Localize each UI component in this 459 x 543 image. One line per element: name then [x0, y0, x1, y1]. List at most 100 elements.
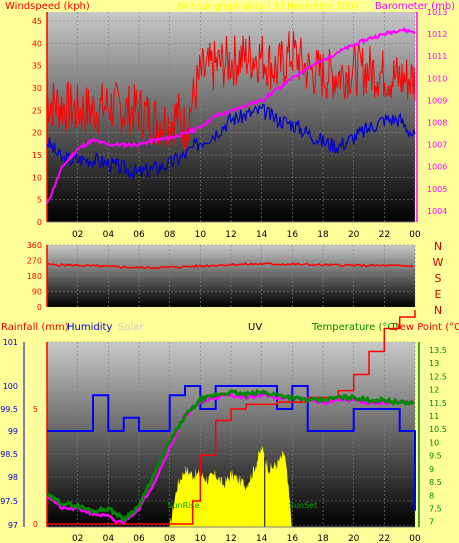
temp-y-tick-label: 9	[429, 465, 434, 474]
direction-y-tick-label: 90	[32, 288, 42, 297]
wind-x-tick-label: 04	[103, 230, 115, 240]
temp-x-tick-label: 10	[195, 534, 207, 543]
wind-y-tick-label: 15	[32, 151, 42, 160]
wind-x-tick-label: 08	[164, 230, 176, 240]
temp-x-tick-label: 08	[164, 534, 176, 543]
compass-label: S	[435, 272, 442, 285]
barometer-y-tick-label: 1009	[427, 96, 447, 105]
barometer-axis-title: Barometer (mb)	[375, 1, 455, 12]
temp-y-tick-label: 13.5	[429, 346, 447, 355]
wind-x-tick-label: 14	[256, 230, 268, 240]
temp-x-tick-label: 14	[256, 534, 268, 543]
legend-uv: UV	[248, 322, 262, 333]
temp-y-tick-label: 11	[429, 412, 439, 421]
wind-x-tick-label: 16	[287, 230, 299, 240]
rainfall-series-line	[47, 310, 416, 525]
sunrise-annotation: SunRise	[167, 501, 199, 510]
wind-x-tick-label: 02	[72, 230, 83, 240]
temp-y-tick-label: 13	[429, 359, 439, 368]
humidity-y-tick-label: 98	[8, 473, 18, 482]
wind-y-tick-label: 45	[32, 17, 42, 26]
legend-temperature: Temperature (°C)	[311, 322, 398, 333]
temp-y-tick-label: 9.5	[429, 452, 442, 461]
temp-y-tick-label: 10.5	[429, 425, 447, 434]
temp-y-tick-label: 7.5	[429, 505, 442, 514]
temp-x-tick-label: 16	[287, 534, 299, 543]
direction-y-tick-label: 360	[27, 241, 42, 250]
temp-x-tick-label: 22	[379, 534, 390, 543]
wind-x-tick-label: 10	[195, 230, 207, 240]
direction-y-tick-label: 180	[27, 272, 42, 281]
wind-y-tick-label: 5	[37, 196, 42, 205]
temp-y-tick-label: 8	[429, 491, 434, 500]
compass-label: N	[434, 240, 442, 253]
wind-x-tick-label: 12	[225, 230, 236, 240]
temp-y-tick-label: 11.5	[429, 399, 447, 408]
legend-solar: Solar	[118, 322, 144, 333]
humidity-y-tick-label: 100	[3, 382, 18, 391]
direction-y-tick-label: 0	[37, 303, 42, 312]
temp-y-tick-label: 7	[429, 518, 434, 527]
solar-area	[169, 445, 293, 527]
rain-y-tick-label: 0	[33, 520, 38, 529]
wind-x-tick-label: 06	[133, 230, 145, 240]
temp-x-tick-label: 18	[317, 534, 329, 543]
rain-y-tick-label: 5	[33, 405, 38, 414]
humidity-y-tick-label: 101	[3, 338, 18, 347]
temp-x-tick-label: 02	[72, 534, 83, 543]
direction-series-line	[46, 262, 414, 270]
temp-x-tick-label: 12	[225, 534, 236, 543]
humidity-y-tick-label: 99	[8, 427, 18, 436]
wind-axis-title: Windspeed (kph)	[5, 1, 90, 12]
chart-title: 24 hour graph data - 30 November 2007	[176, 2, 359, 12]
average-series-line	[46, 103, 416, 179]
barometer-y-tick-label: 1004	[427, 207, 447, 216]
humidity-series-line	[47, 385, 416, 511]
legend-rainfall: Rainfall (mm)	[1, 322, 69, 333]
barometer-y-tick-label: 1007	[427, 141, 447, 150]
barometer-y-tick-label: 1005	[427, 185, 447, 194]
wind-x-tick-label: 18	[317, 230, 329, 240]
humidity-y-tick-label: 98.5	[0, 450, 18, 459]
humidity-y-tick-label: 97.5	[0, 497, 18, 506]
barometer-y-tick-label: 1013	[427, 8, 447, 17]
direction-y-tick-label: 270	[27, 257, 42, 266]
barometer-y-tick-label: 1006	[427, 163, 447, 172]
barometer-y-tick-label: 1012	[427, 30, 447, 39]
barometer-y-tick-label: 1010	[427, 74, 447, 83]
legend-humidity: Humidity	[67, 322, 112, 333]
sunset-annotation: SunSet	[289, 501, 317, 510]
pressure-series-line	[46, 26, 416, 205]
wind-y-tick-label: 35	[32, 62, 42, 71]
compass-label: W	[433, 256, 444, 269]
compass-label: N	[434, 304, 442, 317]
barometer-y-tick-label: 1008	[427, 119, 447, 128]
temp-x-tick-label: 04	[103, 534, 115, 543]
temp-x-tick-label: 00	[409, 534, 421, 543]
gust-series-line	[46, 31, 416, 151]
temp-x-tick-label: 20	[348, 534, 360, 543]
temp-y-tick-label: 10	[429, 438, 439, 447]
dewpoint-series-line	[45, 388, 415, 523]
wind-y-tick-label: 25	[32, 106, 42, 115]
wind-y-tick-label: 0	[37, 218, 42, 227]
temperature-series-line	[46, 391, 415, 525]
compass-label: E	[435, 288, 442, 301]
temp-y-tick-label: 12	[429, 386, 439, 395]
wind-y-tick-label: 40	[32, 39, 42, 48]
wind-x-tick-label: 20	[348, 230, 360, 240]
wind-y-tick-label: 30	[32, 84, 42, 93]
wind-y-tick-label: 20	[32, 129, 42, 138]
legend-dewpoint: Dew Point (°C)	[392, 322, 459, 333]
humidity-y-tick-label: 99.5	[0, 405, 18, 414]
wind-x-tick-label: 00	[409, 230, 421, 240]
wind-x-tick-label: 22	[379, 230, 390, 240]
humidity-y-tick-label: 97	[8, 521, 18, 530]
wind-y-tick-label: 10	[32, 173, 42, 182]
temp-y-tick-label: 8.5	[429, 478, 442, 487]
barometer-y-tick-label: 1011	[427, 52, 447, 61]
temp-x-tick-label: 06	[133, 534, 145, 543]
temp-y-tick-label: 12.5	[429, 372, 447, 381]
